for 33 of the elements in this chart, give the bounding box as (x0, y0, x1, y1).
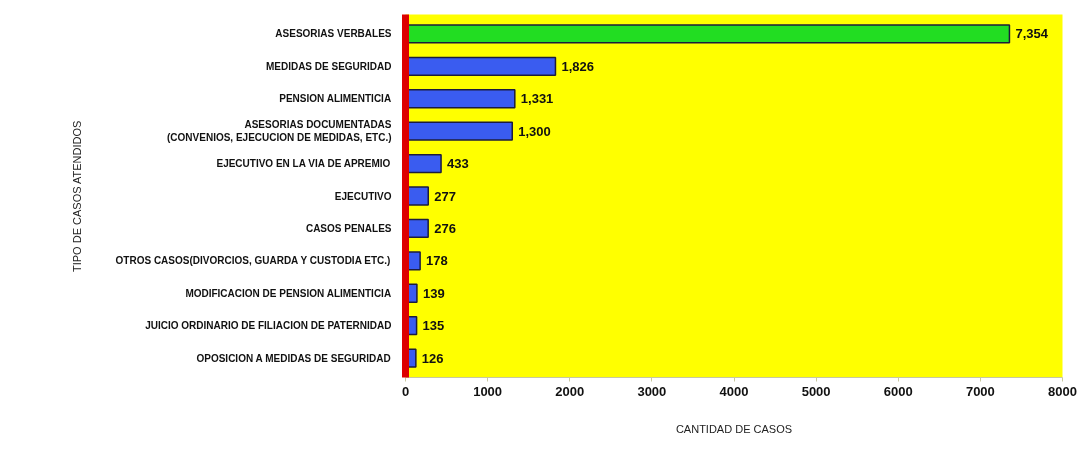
data-label: 1,300 (518, 123, 551, 139)
data-label: 433 (447, 156, 469, 172)
x-axis-title: CANTIDAD DE CASOS (675, 422, 793, 435)
x-tick-label: 8000 (1048, 383, 1077, 399)
x-tick-label: 1000 (473, 383, 503, 399)
data-label: 126 (421, 350, 444, 366)
x-tick-label: 3000 (637, 383, 667, 399)
x-tick-label: 7000 (965, 383, 995, 399)
data-label: 139 (422, 285, 445, 301)
y-tick-label: MODIFICACION DE PENSION ALIMENTICIA (185, 287, 392, 299)
y-tick-label: CASOS PENALES (305, 222, 392, 234)
x-tick-label: 0 (401, 383, 410, 399)
y-tick-label: EJECUTIVO EN LA VIA DE APREMIO (216, 158, 391, 170)
data-label: 277 (434, 188, 456, 204)
y-tick-label: ASESORIAS DOCUMENTADAS (CONVENIOS, EJECUCION DE MEDIDAS, ETC.) (167, 119, 392, 144)
x-tick-label: 6000 (883, 383, 913, 399)
data-label: 1,826 (561, 58, 595, 74)
y-tick-label: EJECUTIVO (334, 190, 392, 202)
x-tick-label: 2000 (555, 383, 585, 399)
y-axis-title: TIPO DE CASOS ATENDIDOS (70, 120, 83, 272)
y-tick-label: JUICIO ORDINARIO DE FILIACION DE PATERNIDAD (145, 320, 392, 332)
data-label: 135 (422, 318, 445, 334)
y-tick-label: PENSION ALIMENTICIA (279, 93, 392, 105)
y-tick-label: ASESORIAS VERBALES (275, 28, 392, 40)
data-label: 276 (434, 220, 456, 236)
data-label: 178 (426, 253, 448, 269)
y-tick-label: MEDIDAS DE SEGURIDAD (265, 60, 392, 72)
data-label: 7,354 (1015, 26, 1049, 42)
y-tick-label: OPOSICION A MEDIDAS DE SEGURIDAD (196, 352, 391, 364)
y-tick-label: OTROS CASOS(DIVORCIOS, GUARDA Y CUSTODIA ETC.) (115, 255, 391, 267)
data-label: 1,331 (520, 91, 554, 107)
x-tick-label: 4000 (719, 383, 749, 399)
x-tick-label: 5000 (801, 383, 831, 399)
